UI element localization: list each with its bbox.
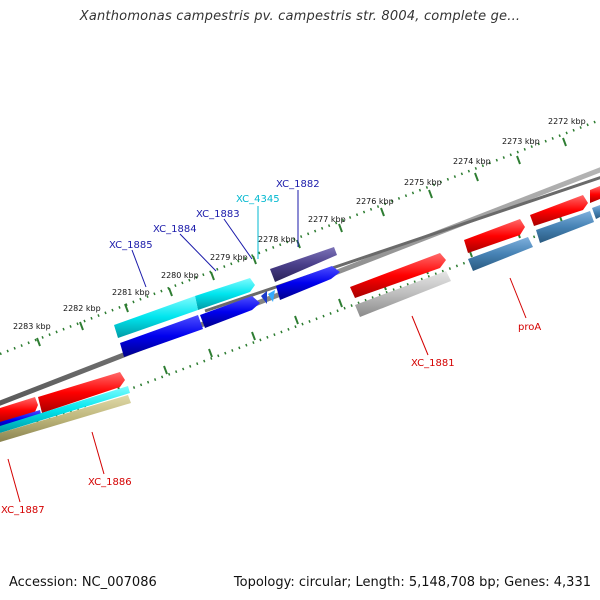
gene-cyan	[195, 278, 255, 310]
kbp-label: 2283 kbp	[13, 322, 51, 331]
gene-label-xc1883: XC_1883	[196, 209, 240, 220]
gene-blue	[276, 266, 340, 300]
gene-label-xc1886: XC_1886	[88, 477, 132, 488]
kbp-label: 2279 kbp	[210, 253, 248, 262]
gene-tan	[0, 395, 131, 442]
topology-text: Topology: circular; Length: 5,148,708 bp…	[233, 575, 591, 590]
kbp-label: 2280 kbp	[161, 271, 199, 280]
gene-red	[464, 219, 525, 253]
kbp-label: 2281 kbp	[112, 288, 150, 297]
gene-red	[590, 186, 600, 203]
gene-steel	[592, 205, 600, 219]
kbp-label: 2277 kbp	[308, 215, 346, 224]
gene-label-xc1881: XC_1881	[411, 358, 455, 369]
outer-major-ticks	[36, 137, 567, 347]
gene-steel	[536, 211, 594, 243]
gene-red	[0, 397, 38, 424]
kbp-label: 2274 kbp	[453, 157, 491, 166]
gene-cyan	[114, 296, 198, 338]
gene-label-xc1882: XC_1882	[276, 179, 320, 190]
gene-labels: XC_1882 XC_4345 XC_1883 XC_1884 XC_1885 …	[1, 179, 541, 516]
kbp-labels: 2272 kbp 2273 kbp 2274 kbp 2275 kbp 2276…	[13, 117, 586, 331]
gene-red	[350, 253, 446, 298]
gene-label-xc1884: XC_1884	[153, 224, 197, 235]
gene-blue	[200, 296, 260, 328]
kbp-label: 2273 kbp	[502, 137, 540, 146]
gene-red	[38, 372, 125, 413]
gene-cyan-small	[268, 290, 275, 302]
label-leaders	[7, 190, 527, 503]
gene-steel	[468, 237, 533, 271]
gene-label-xc1885: XC_1885	[109, 240, 153, 251]
gene-blue-small	[261, 291, 267, 304]
kbp-label: 2278 kbp	[258, 235, 296, 244]
kbp-label: 2282 kbp	[63, 304, 101, 313]
gene-cyan	[0, 386, 130, 433]
accession-text: Accession: NC_007086	[9, 575, 157, 590]
gene-label-xc4345: XC_4345	[236, 194, 280, 205]
gene-red	[530, 195, 588, 226]
kbp-label: 2276 kbp	[356, 197, 394, 206]
backbone-lower	[204, 176, 600, 313]
gene-label-proa: proA	[518, 322, 541, 333]
kbp-label: 2275 kbp	[404, 178, 442, 187]
genes	[0, 186, 600, 442]
gene-purple	[270, 247, 337, 282]
gene-gray	[355, 271, 451, 317]
gene-blue	[120, 315, 203, 357]
kbp-label: 2272 kbp	[548, 117, 586, 126]
map-title: Xanthomonas campestris pv. campestris st…	[79, 9, 521, 24]
gene-label-xc1887: XC_1887	[1, 505, 45, 516]
